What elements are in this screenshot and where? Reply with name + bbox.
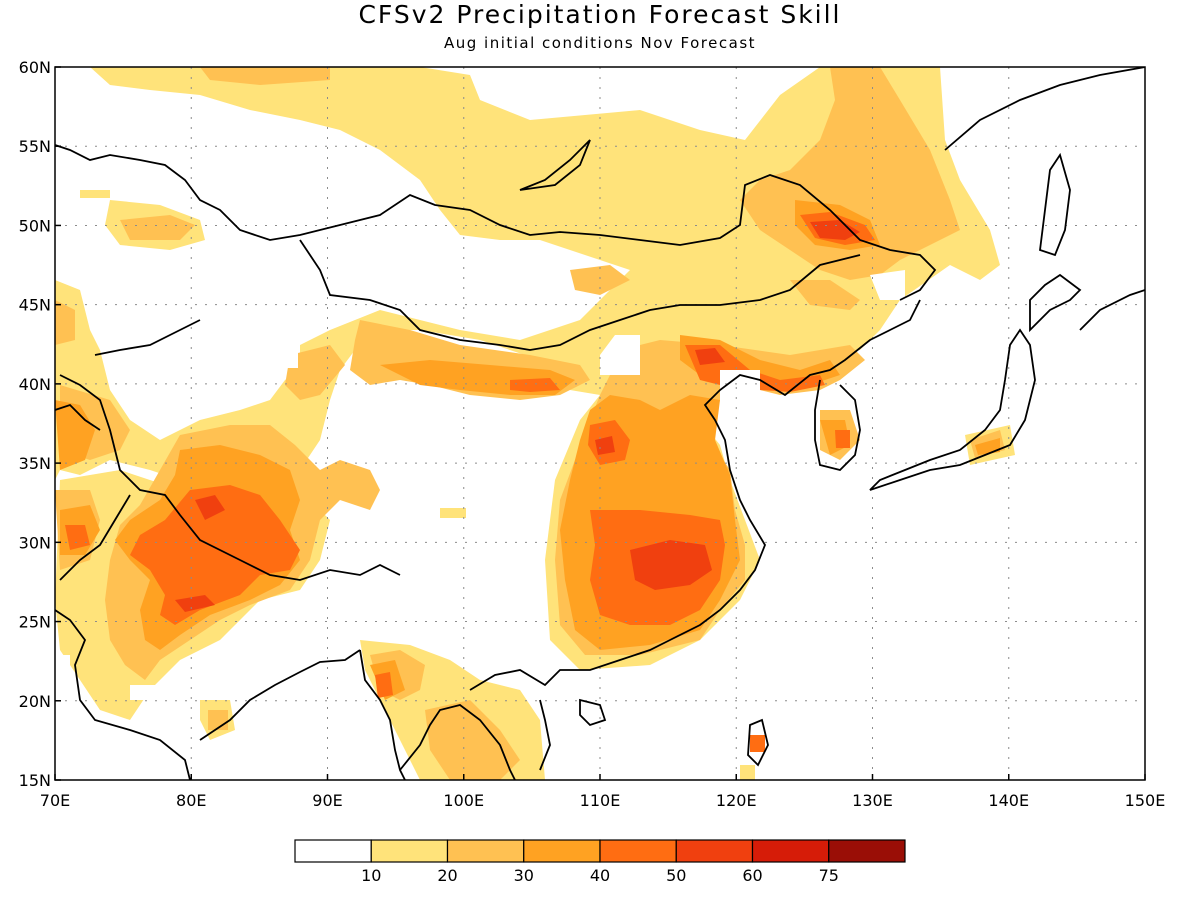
lon-axis: 70E 80E 90E 100E 110E 120E 130E 140E 150E [40, 774, 1166, 810]
lon-tick-label: 120E [716, 791, 757, 810]
colorbar-swatch [446, 839, 525, 863]
colorbar-swatch [751, 839, 830, 863]
colorbar-swatch [370, 839, 449, 863]
lon-tick-label: 130E [852, 791, 893, 810]
lon-tick-label: 100E [443, 791, 484, 810]
lat-tick-label: 60N [19, 58, 51, 77]
colorbar-label: 10 [361, 866, 381, 885]
skill-shading [55, 67, 1015, 780]
lon-tick-label: 90E [312, 791, 342, 810]
colorbar-swatch [523, 839, 601, 863]
colorbar-label: 50 [666, 866, 686, 885]
lat-tick-label: 35N [19, 454, 51, 473]
chart-title: CFSv2 Precipitation Forecast Skill [358, 0, 842, 29]
lat-axis: 15N 20N 25N 30N 35N 40N 45N 50N 55N 60N [19, 58, 61, 790]
colorbar: 10 20 30 40 50 60 75 [294, 839, 906, 885]
colorbar-swatch [828, 839, 906, 863]
lat-tick-label: 40N [19, 375, 51, 394]
colorbar-label: 20 [437, 866, 457, 885]
skill-level-none [55, 270, 905, 700]
skill-level-50 [175, 220, 860, 612]
lat-tick-label: 30N [19, 533, 51, 552]
coastlines [55, 67, 1145, 780]
colorbar-label: 30 [514, 866, 534, 885]
lat-tick-label: 25N [19, 613, 51, 632]
colorbar-swatch [675, 839, 754, 863]
lon-tick-label: 140E [988, 791, 1029, 810]
chart-subtitle: Aug initial conditions Nov Forecast [443, 34, 757, 52]
lon-tick-label: 150E [1125, 791, 1166, 810]
colorbar-label: 75 [819, 866, 839, 885]
lon-tick-label: 110E [580, 791, 621, 810]
lat-tick-label: 55N [19, 137, 51, 156]
lat-tick-label: 50N [19, 216, 51, 235]
colorbar-swatch [294, 839, 372, 863]
colorbar-swatch [599, 839, 677, 863]
lon-tick-label: 80E [176, 791, 206, 810]
colorbar-label: 60 [742, 866, 762, 885]
colorbar-label: 40 [590, 866, 610, 885]
lat-tick-label: 45N [19, 296, 51, 315]
lat-tick-label: 15N [19, 771, 51, 790]
lon-tick-label: 70E [40, 791, 70, 810]
lat-tick-label: 20N [19, 692, 51, 711]
